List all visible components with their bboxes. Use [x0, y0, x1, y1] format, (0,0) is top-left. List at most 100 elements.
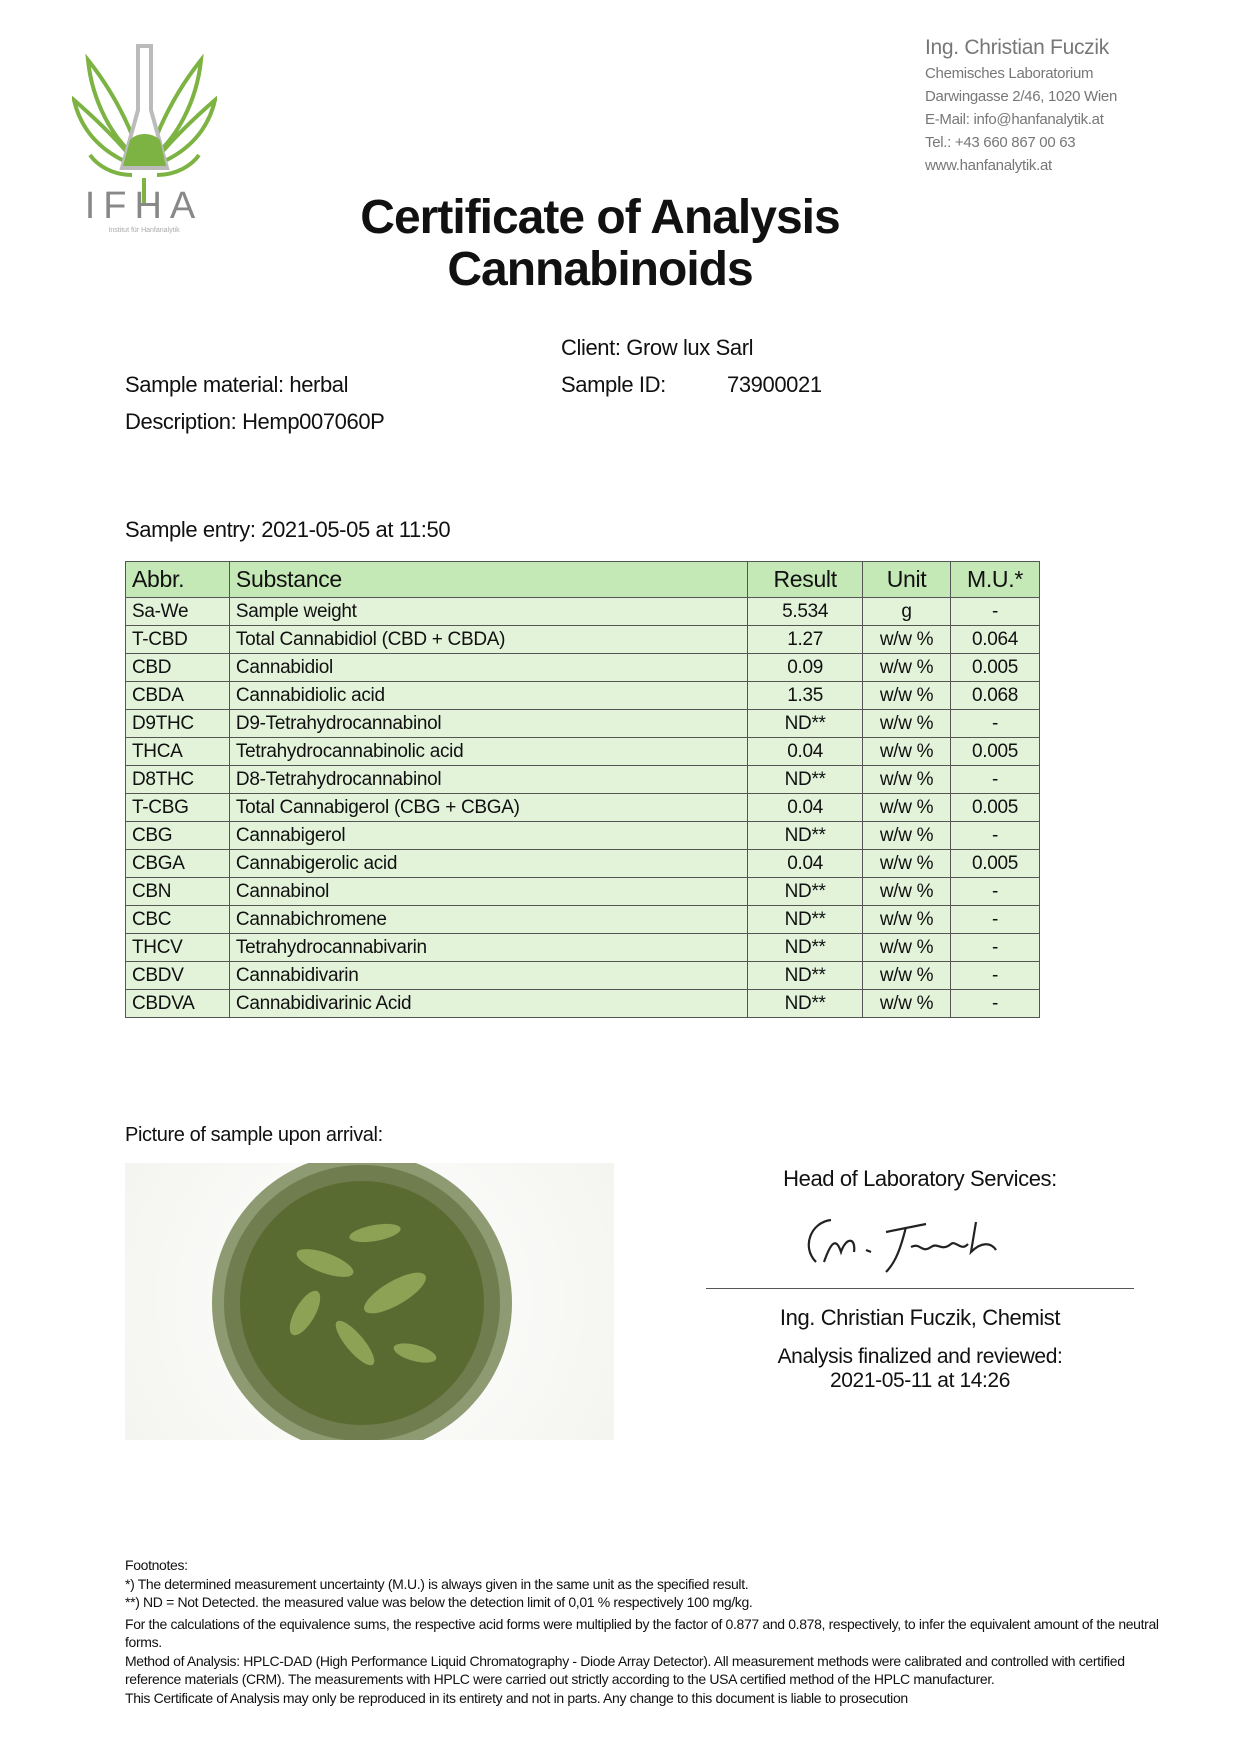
result-cell: ND** [747, 933, 864, 962]
lab-phone: Tel.: +43 660 867 00 63 [925, 134, 1076, 151]
substance-cell: Tetrahydrocannabinolic acid [228, 737, 749, 766]
table-row: CBC Cannabichromene ND** w/w % - [125, 905, 1040, 934]
results-table: Abbr. Substance Result Unit M.U.* Sa-We Sampl… [125, 561, 1040, 1018]
substance-cell: Cannabidivarin [228, 961, 749, 990]
abbr-cell: D9THC [125, 709, 230, 738]
table-row: THCA Tetrahydrocannabinolic acid 0.04 w/w %… [125, 737, 1040, 766]
footnote: Method of Analysis: HPLC-DAD (High Perfo… [125, 1652, 1125, 1688]
lab-contact-block: Ing. Christian Fuczik Chemisches Laborat… [925, 34, 1117, 177]
sample-photo [125, 1153, 614, 1453]
page-title: Certificate of Analysis Cannabinoids [300, 192, 900, 296]
mu-cell: 0.005 [950, 653, 1040, 682]
title-line-1: Certificate of Analysis [360, 191, 840, 244]
mu-cell: - [950, 821, 1040, 850]
substance-cell: Cannabidiol [228, 653, 749, 682]
unit-cell: w/w % [862, 737, 951, 766]
result-cell: 0.09 [747, 653, 864, 682]
unit-cell: w/w % [862, 989, 951, 1018]
table-row: CBG Cannabigerol ND** w/w % - [125, 821, 1040, 850]
substance-cell: Tetrahydrocannabivarin [228, 933, 749, 962]
logo-wordmark: IFHA [85, 185, 204, 227]
mu-cell: - [950, 765, 1040, 794]
table-row: T-CBD Total Cannabidiol (CBD + CBDA) 1.27 w… [125, 625, 1040, 654]
finalized-date: 2021-05-11 at 14:26 [830, 1369, 1010, 1392]
column-header: M.U.* [950, 561, 1040, 598]
title-line-2: Cannabinoids [447, 243, 753, 296]
mu-cell: 0.005 [950, 849, 1040, 878]
signature-line [706, 1288, 1134, 1289]
unit-cell: w/w % [862, 961, 951, 990]
column-header: Substance [228, 561, 749, 598]
footnote: For the calculations of the equivalence … [125, 1615, 1159, 1651]
abbr-cell: T-CBD [125, 625, 230, 654]
sample-entry: Sample entry: 2021-05-05 at 11:50 [125, 517, 451, 542]
unit-cell: w/w % [862, 877, 951, 906]
abbr-cell: CBG [125, 821, 230, 850]
abbr-cell: CBDA [125, 681, 230, 710]
handwritten-signature [706, 1192, 1134, 1282]
lab-department: Chemisches Laboratorium [925, 65, 1094, 82]
mu-cell: - [950, 877, 1040, 906]
substance-cell: Cannabidiolic acid [228, 681, 749, 710]
footnote: **) ND = Not Detected. the measured valu… [125, 1594, 753, 1610]
result-cell: 0.04 [747, 793, 864, 822]
abbr-cell: D8THC [125, 765, 230, 794]
abbr-cell: T-CBG [125, 793, 230, 822]
substance-cell: Cannabigerol [228, 821, 749, 850]
abbr-cell: CBDVA [125, 989, 230, 1018]
table-row: CBN Cannabinol ND** w/w % - [125, 877, 1040, 906]
footnotes-heading: Footnotes: [125, 1557, 188, 1573]
result-cell: 0.04 [747, 737, 864, 766]
unit-cell: w/w % [862, 709, 951, 738]
substance-cell: Cannabinol [228, 877, 749, 906]
table-row: CBDVA Cannabidivarinic Acid ND** w/w % - [125, 989, 1040, 1018]
result-cell: 5.534 [747, 597, 864, 626]
footnote: This Certificate of Analysis may only be… [125, 1689, 908, 1706]
substance-cell: Cannabigerolic acid [228, 849, 749, 878]
mu-cell: 0.064 [950, 625, 1040, 654]
result-cell: ND** [747, 877, 864, 906]
mu-cell: - [950, 933, 1040, 962]
sample-description: Description: Hemp007060P [125, 409, 385, 434]
abbr-cell: CBGA [125, 849, 230, 878]
abbr-cell: CBC [125, 905, 230, 934]
mu-cell: - [950, 905, 1040, 934]
column-header: Abbr. [125, 561, 230, 598]
unit-cell: w/w % [862, 905, 951, 934]
result-cell: ND** [747, 961, 864, 990]
footnotes: Footnotes: *) The determined measurement… [125, 1556, 1165, 1707]
signature-heading: Head of Laboratory Services: [783, 1166, 1057, 1191]
signature-block: Head of Laboratory Services: Ing. Christ… [706, 1166, 1134, 1393]
finalized-label: Analysis finalized and reviewed: [777, 1345, 1063, 1368]
sample-id-label: Sample ID: [561, 372, 666, 397]
mu-cell: - [950, 709, 1040, 738]
table-row: T-CBG Total Cannabigerol (CBG + CBGA) 0.04… [125, 793, 1040, 822]
table-row: CBDA Cannabidiolic acid 1.35 w/w % 0.068 [125, 681, 1040, 710]
unit-cell: w/w % [862, 681, 951, 710]
unit-cell: g [862, 597, 951, 626]
result-cell: ND** [747, 765, 864, 794]
unit-cell: w/w % [862, 849, 951, 878]
result-cell: ND** [747, 709, 864, 738]
unit-cell: w/w % [862, 653, 951, 682]
abbr-cell: CBDV [125, 961, 230, 990]
mu-cell: 0.005 [950, 737, 1040, 766]
signatory-name: Ing. Christian Fuczik, Chemist [779, 1305, 1061, 1330]
unit-cell: w/w % [862, 625, 951, 654]
table-row: D8THC D8-Tetrahydrocannabinol ND** w/w % - [125, 765, 1040, 794]
unit-cell: w/w % [862, 821, 951, 850]
unit-cell: w/w % [862, 765, 951, 794]
unit-cell: w/w % [862, 933, 951, 962]
result-cell: 1.35 [747, 681, 864, 710]
table-row: CBD Cannabidiol 0.09 w/w % 0.005 [125, 653, 1040, 682]
table-row: Sa-We Sample weight 5.534 g - [125, 597, 1040, 626]
mu-cell: - [950, 989, 1040, 1018]
lab-address: Darwingasse 2/46, 1020 Wien [925, 88, 1118, 105]
abbr-cell: CBN [125, 877, 230, 906]
table-row: D9THC D9-Tetrahydrocannabinol ND** w/w % - [125, 709, 1040, 738]
abbr-cell: CBD [125, 653, 230, 682]
unit-cell: w/w % [862, 793, 951, 822]
abbr-cell: THCA [125, 737, 230, 766]
table-row: CBDV Cannabidivarin ND** w/w % - [125, 961, 1040, 990]
svg-text:Institut für Hanfanalytik: Institut für Hanfanalytik [108, 227, 180, 234]
